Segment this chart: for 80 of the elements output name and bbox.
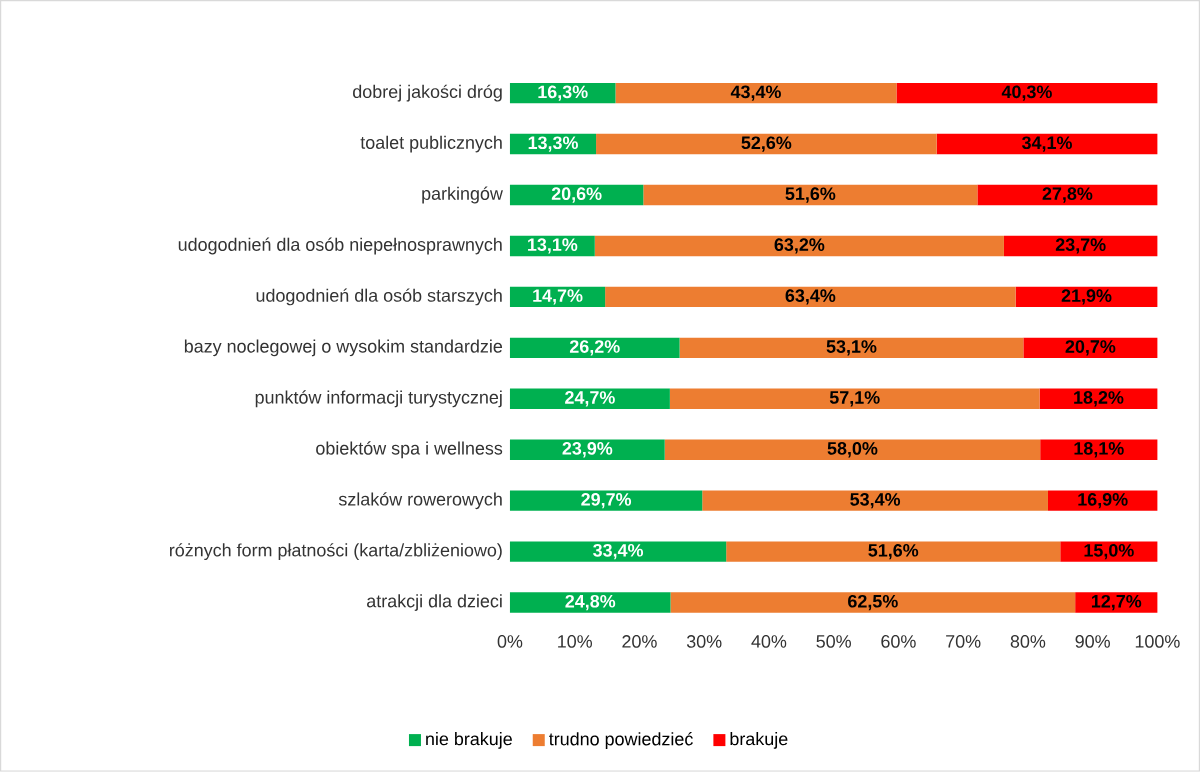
bar xyxy=(664,439,1041,461)
data-label: 20,6% xyxy=(551,187,602,203)
y-tick-label: toalet publicznych xyxy=(360,135,502,153)
data-label: 16,3% xyxy=(538,85,588,101)
y-tick-label: parkingów xyxy=(422,186,503,204)
y-tick-label: różnych form płatności (karta/zbliżeniowo) xyxy=(169,543,502,561)
data-label: 18,1% xyxy=(1074,442,1124,458)
y-tick-label: obiektów spa i wellness xyxy=(316,441,503,459)
bar xyxy=(1060,541,1158,562)
bar xyxy=(605,286,1016,308)
data-label: 15,0% xyxy=(1084,544,1134,560)
x-tick-label: 70% xyxy=(946,635,981,648)
data-label: 62,5% xyxy=(848,595,898,611)
data-label: 13,1% xyxy=(528,238,578,254)
y-tick-label: udogodnień dla osób starszych xyxy=(256,288,502,306)
x-tick-label: 20% xyxy=(622,635,657,648)
bar xyxy=(1047,490,1158,511)
x-tick-label: 30% xyxy=(686,635,722,648)
data-label: 63,4% xyxy=(785,289,836,305)
data-label: 23,7% xyxy=(1055,238,1106,254)
bar xyxy=(596,134,937,155)
data-label: 53,4% xyxy=(850,493,901,509)
data-label: 53,1% xyxy=(826,340,877,356)
x-tick-label: 0% xyxy=(497,635,523,648)
bar xyxy=(509,337,680,359)
x-tick-label: 100% xyxy=(1135,635,1180,648)
data-label: 40,3% xyxy=(1001,85,1052,101)
x-tick-label: 10% xyxy=(558,635,593,648)
legend-label: brakuje xyxy=(730,732,788,749)
bar xyxy=(936,134,1158,155)
y-tick-label: dobrej jakości dróg xyxy=(353,84,502,102)
data-label: 12,7% xyxy=(1091,595,1142,611)
data-label: 52,6% xyxy=(741,136,792,152)
legend-label: trudno powiedzieć xyxy=(549,732,693,750)
y-tick-label: udogodnień dla osób niepełnosprawnych xyxy=(178,237,502,255)
data-label: 63,2% xyxy=(774,238,825,254)
data-label: 21,9% xyxy=(1061,289,1112,305)
bar xyxy=(509,388,670,410)
data-label: 14,7% xyxy=(533,289,583,305)
data-label: 43,4% xyxy=(730,85,781,101)
bar xyxy=(643,184,978,206)
data-label: 24,7% xyxy=(565,391,615,407)
bar xyxy=(669,388,1040,410)
bar xyxy=(509,541,727,562)
bar xyxy=(670,592,1076,613)
y-tick-label: punktów informacji turystycznej xyxy=(255,390,502,408)
bar xyxy=(509,592,671,613)
bar xyxy=(615,83,897,104)
data-label: 27,8% xyxy=(1042,187,1093,203)
bar xyxy=(509,490,703,511)
bar xyxy=(977,184,1158,206)
bar xyxy=(594,235,1004,257)
data-label: 57,1% xyxy=(829,391,880,407)
data-label: 13,3% xyxy=(528,136,578,152)
data-label: 51,6% xyxy=(785,187,836,203)
y-tick-label: bazy noclegowej o wysokim standardzie xyxy=(184,339,503,357)
legend-label: nie brakuje xyxy=(426,732,512,749)
bar xyxy=(726,541,1061,562)
data-label: 24,8% xyxy=(565,595,616,611)
x-tick-label: 40% xyxy=(751,635,787,648)
data-label: 34,1% xyxy=(1021,136,1072,152)
data-label: 16,9% xyxy=(1078,493,1128,509)
y-tick-label: szlaków rowerowych xyxy=(338,492,502,510)
data-label: 18,2% xyxy=(1074,391,1124,407)
bar xyxy=(896,83,1158,104)
data-label: 20,7% xyxy=(1065,340,1116,356)
data-label: 51,6% xyxy=(868,544,919,560)
data-label: 23,9% xyxy=(562,442,613,458)
data-label: 33,4% xyxy=(593,544,644,560)
data-label: 58,0% xyxy=(827,442,878,458)
x-tick-label: 50% xyxy=(816,635,851,648)
x-tick-label: 90% xyxy=(1075,635,1110,648)
data-label: 26,2% xyxy=(569,340,620,356)
data-label: 29,7% xyxy=(581,493,632,509)
y-tick-label: atrakcji dla dzieci xyxy=(367,594,502,612)
bar xyxy=(702,490,1048,511)
x-tick-label: 80% xyxy=(1010,635,1046,648)
bar xyxy=(1003,235,1158,257)
x-tick-label: 60% xyxy=(881,635,916,648)
bar xyxy=(679,337,1024,359)
